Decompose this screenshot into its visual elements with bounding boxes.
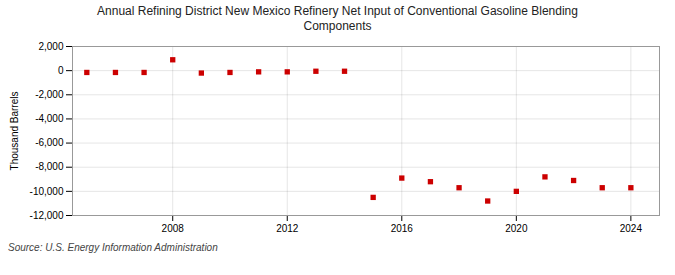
- svg-text:Thousand Barrels: Thousand Barrels: [9, 92, 20, 171]
- svg-text:-8,000: -8,000: [35, 161, 64, 172]
- svg-text:0: 0: [58, 65, 64, 76]
- svg-text:-6,000: -6,000: [35, 137, 64, 148]
- svg-text:-4,000: -4,000: [35, 113, 64, 124]
- svg-text:2,000: 2,000: [38, 41, 63, 52]
- svg-text:2024: 2024: [620, 223, 643, 234]
- svg-text:-12,000: -12,000: [30, 210, 64, 221]
- svg-text:2020: 2020: [505, 223, 528, 234]
- html-text:Source: U.S. Energy Informatio: Source: U.S. Energy Information Administ…: [8, 242, 218, 253]
- svg-text:-2,000: -2,000: [35, 89, 64, 100]
- svg-text:2012: 2012: [276, 223, 299, 234]
- svg-text:-10,000: -10,000: [30, 186, 64, 197]
- html-text:Annual Refining District New M: Annual Refining District New Mexico Refi…: [97, 4, 578, 33]
- svg-text:2016: 2016: [391, 223, 414, 234]
- svg-text:2008: 2008: [162, 223, 185, 234]
